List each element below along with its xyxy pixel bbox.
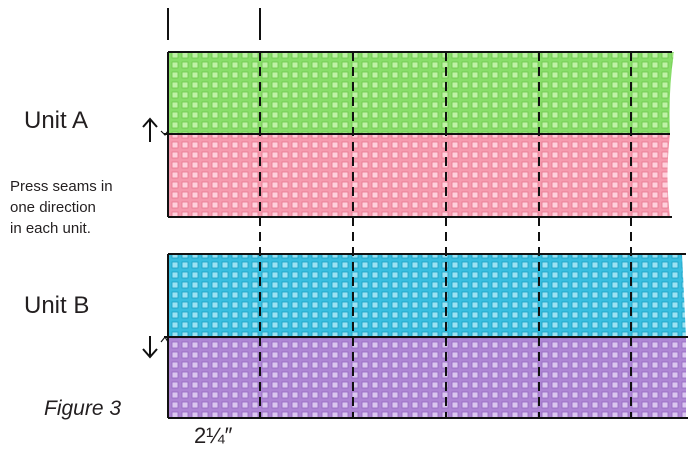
unit-a-strip-set — [164, 51, 674, 218]
unit-a-pink-strip — [168, 134, 670, 217]
press-arrow-down-icon — [142, 335, 169, 359]
unit-b-label: Unit B — [24, 292, 90, 319]
note-line-1: Press seams in — [10, 178, 113, 195]
unit-b-blue-strip — [168, 254, 686, 337]
strip-width-measurement: 2¼″ — [194, 423, 233, 448]
cut-lines — [259, 52, 632, 418]
unit-b-strip-set — [164, 253, 688, 419]
figure-caption: Figure 3 — [44, 397, 122, 420]
unit-a-green-strip — [168, 52, 674, 134]
unit-b-purple-strip — [168, 337, 686, 418]
press-seams-note: Press seams in one direction in each uni… — [10, 176, 113, 239]
note-line-3: in each unit. — [10, 220, 91, 237]
note-line-2: one direction — [10, 199, 96, 216]
press-arrow-up-icon — [142, 117, 169, 142]
unit-a-label: Unit A — [24, 107, 89, 134]
